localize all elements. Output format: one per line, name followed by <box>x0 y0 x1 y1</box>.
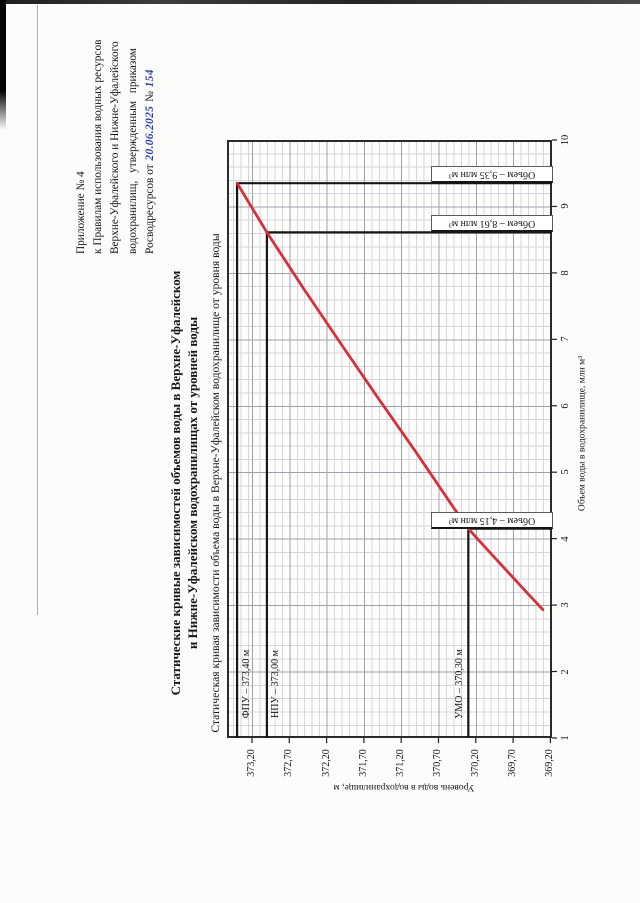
volume-key-label-text: Объем – 8,61 млн м³ <box>448 218 536 230</box>
volume-curve <box>235 181 545 612</box>
y-tick-label: 1 <box>560 735 571 741</box>
handwritten-date: 20.06.2025 <box>143 105 156 161</box>
document-title-line-1: Статические кривые зависимостей объемов … <box>168 270 183 696</box>
y-tick-label: 6 <box>560 403 571 409</box>
header-line-5-prefix: Росводресурсов от <box>143 164 156 254</box>
handwritten-order-number: 154 <box>143 69 156 88</box>
y-tick-label: 7 <box>560 336 571 342</box>
volume-key-label-text: Объем – 9,35 млн м³ <box>448 169 536 181</box>
x-tick-label: 371,70 <box>357 749 369 777</box>
x-tick-label: 369,70 <box>507 749 519 777</box>
level-key-label-УМО: УМО – 370,30 м <box>454 649 466 719</box>
header-line-5: Росводресурсов от 20.06.2025 № 154 <box>142 23 159 254</box>
x-tick-label: 373,20 <box>245 749 257 777</box>
x-tick-label: 372,70 <box>283 749 295 777</box>
x-tick-label: 370,20 <box>469 749 481 777</box>
header-line-1: Приложение № 4 <box>75 171 87 254</box>
chart-lines-layer <box>227 139 557 743</box>
scan-fold-line <box>37 5 38 615</box>
y-tick-label: 4 <box>560 536 571 542</box>
x-tick-label: 371,20 <box>395 749 407 777</box>
header-line-3: Верхне-Уфалейского и Нижне-Уфалейского <box>109 41 122 254</box>
y-tick-label: 3 <box>560 602 571 608</box>
document-title-line-2: и Нижне-Уфалейском водохранилищах от уро… <box>185 316 200 650</box>
y-tick-label: 10 <box>560 134 571 146</box>
x-tick-label: 372,20 <box>320 749 332 777</box>
scan-top-edge <box>0 0 640 4</box>
level-key-label-НПУ: НПУ – 373,00 м <box>270 650 282 718</box>
approval-header-block: Приложение № 4 к Правилам использования … <box>73 23 159 254</box>
x-tick-label: 369,20 <box>544 749 556 777</box>
scan-left-edge <box>0 0 6 130</box>
volume-key-label-text: Объем – 4,15 млн м³ <box>448 514 536 526</box>
y-tick-label: 5 <box>560 469 571 475</box>
volume-key-label-УМО: Объем – 4,15 млн м³ <box>431 511 553 529</box>
volume-key-label-ФПУ: Объем – 9,35 млн м³ <box>431 166 553 184</box>
header-line-2: к Правилам использования водных ресурсов <box>92 39 105 254</box>
x-tick-label: 370,70 <box>432 749 444 777</box>
y-tick-label: 9 <box>560 203 571 210</box>
title-block: Статические кривые зависимостей объемов … <box>167 225 223 741</box>
level-key-label-ФПУ: ФПУ – 373,40 м <box>240 649 252 719</box>
chart-plot-area <box>227 140 552 738</box>
number-sign: № <box>143 91 156 102</box>
plot-border <box>227 140 552 738</box>
y-tick-label: 2 <box>560 668 571 675</box>
y-axis-title: Объем воды в водохранилище, млн м³ <box>576 355 588 512</box>
header-line-4: водохранилищ, утвержденным приказом <box>126 48 139 254</box>
volume-key-label-НПУ: Объем – 8,61 млн м³ <box>431 215 553 233</box>
y-tick-label: 8 <box>560 270 571 276</box>
chart-subtitle: Статическая кривая зависимости объема во… <box>209 233 222 733</box>
